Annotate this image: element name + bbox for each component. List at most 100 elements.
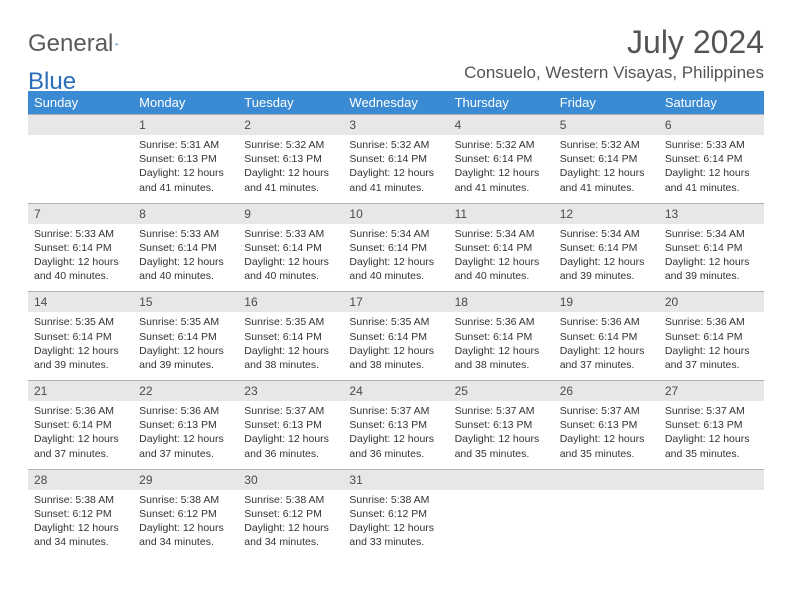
sunrise-text: Sunrise: 5:36 AM <box>139 404 232 418</box>
sunset-text: Sunset: 6:14 PM <box>560 330 653 344</box>
day-cell: Sunrise: 5:33 AMSunset: 6:14 PMDaylight:… <box>28 224 133 292</box>
calendar-table: Sunday Monday Tuesday Wednesday Thursday… <box>28 91 764 557</box>
daylight-text-2: and 41 minutes. <box>455 181 548 195</box>
daylight-text-2: and 39 minutes. <box>139 358 232 372</box>
day-cell: Sunrise: 5:33 AMSunset: 6:14 PMDaylight:… <box>238 224 343 292</box>
day-number: 20 <box>659 292 764 313</box>
sunset-text: Sunset: 6:14 PM <box>34 418 127 432</box>
day-cell: Sunrise: 5:38 AMSunset: 6:12 PMDaylight:… <box>343 490 448 558</box>
daylight-text-2: and 37 minutes. <box>139 447 232 461</box>
daylight-text: Daylight: 12 hours <box>139 255 232 269</box>
daynum-row: 28293031 <box>28 469 764 490</box>
day-number: 27 <box>659 381 764 402</box>
sunrise-text: Sunrise: 5:34 AM <box>455 227 548 241</box>
daylight-text-2: and 41 minutes. <box>349 181 442 195</box>
day-cell: Sunrise: 5:36 AMSunset: 6:14 PMDaylight:… <box>659 312 764 380</box>
daylight-text: Daylight: 12 hours <box>455 255 548 269</box>
sunset-text: Sunset: 6:13 PM <box>560 418 653 432</box>
day-cell: Sunrise: 5:38 AMSunset: 6:12 PMDaylight:… <box>238 490 343 558</box>
sunrise-text: Sunrise: 5:34 AM <box>665 227 758 241</box>
daylight-text: Daylight: 12 hours <box>349 432 442 446</box>
day-cell: Sunrise: 5:34 AMSunset: 6:14 PMDaylight:… <box>449 224 554 292</box>
daylight-text-2: and 41 minutes. <box>560 181 653 195</box>
day-number: 31 <box>343 469 448 490</box>
content-row: Sunrise: 5:38 AMSunset: 6:12 PMDaylight:… <box>28 490 764 558</box>
day-number: 9 <box>238 203 343 224</box>
daylight-text: Daylight: 12 hours <box>560 344 653 358</box>
day-number: 5 <box>554 115 659 136</box>
sunrise-text: Sunrise: 5:36 AM <box>665 315 758 329</box>
sunset-text: Sunset: 6:13 PM <box>244 152 337 166</box>
brand-sail-icon <box>115 35 119 53</box>
day-number: 11 <box>449 203 554 224</box>
day-cell: Sunrise: 5:35 AMSunset: 6:14 PMDaylight:… <box>133 312 238 380</box>
daylight-text: Daylight: 12 hours <box>244 255 337 269</box>
day-number: 12 <box>554 203 659 224</box>
day-number: 22 <box>133 381 238 402</box>
day-cell: Sunrise: 5:36 AMSunset: 6:14 PMDaylight:… <box>449 312 554 380</box>
daylight-text-2: and 41 minutes. <box>139 181 232 195</box>
sunrise-text: Sunrise: 5:35 AM <box>139 315 232 329</box>
day-cell: Sunrise: 5:32 AMSunset: 6:14 PMDaylight:… <box>554 135 659 203</box>
day-number: 2 <box>238 115 343 136</box>
day-number: 18 <box>449 292 554 313</box>
daylight-text-2: and 40 minutes. <box>34 269 127 283</box>
day-cell: Sunrise: 5:38 AMSunset: 6:12 PMDaylight:… <box>28 490 133 558</box>
daylight-text: Daylight: 12 hours <box>244 432 337 446</box>
daylight-text-2: and 40 minutes. <box>455 269 548 283</box>
sunset-text: Sunset: 6:14 PM <box>244 330 337 344</box>
day-cell: Sunrise: 5:36 AMSunset: 6:13 PMDaylight:… <box>133 401 238 469</box>
day-cell: Sunrise: 5:36 AMSunset: 6:14 PMDaylight:… <box>554 312 659 380</box>
dow-row: Sunday Monday Tuesday Wednesday Thursday… <box>28 91 764 115</box>
daylight-text: Daylight: 12 hours <box>34 521 127 535</box>
day-cell: Sunrise: 5:37 AMSunset: 6:13 PMDaylight:… <box>238 401 343 469</box>
sunrise-text: Sunrise: 5:36 AM <box>34 404 127 418</box>
sunrise-text: Sunrise: 5:32 AM <box>349 138 442 152</box>
sunset-text: Sunset: 6:14 PM <box>665 330 758 344</box>
daylight-text-2: and 34 minutes. <box>34 535 127 549</box>
day-number: 26 <box>554 381 659 402</box>
daylight-text: Daylight: 12 hours <box>665 166 758 180</box>
content-row: Sunrise: 5:33 AMSunset: 6:14 PMDaylight:… <box>28 224 764 292</box>
sunrise-text: Sunrise: 5:37 AM <box>244 404 337 418</box>
daylight-text-2: and 37 minutes. <box>34 447 127 461</box>
daylight-text: Daylight: 12 hours <box>455 344 548 358</box>
sunset-text: Sunset: 6:14 PM <box>455 241 548 255</box>
sunset-text: Sunset: 6:14 PM <box>349 330 442 344</box>
day-cell: Sunrise: 5:37 AMSunset: 6:13 PMDaylight:… <box>449 401 554 469</box>
sunset-text: Sunset: 6:12 PM <box>139 507 232 521</box>
sunset-text: Sunset: 6:14 PM <box>455 152 548 166</box>
sunrise-text: Sunrise: 5:33 AM <box>139 227 232 241</box>
daylight-text: Daylight: 12 hours <box>244 344 337 358</box>
sunset-text: Sunset: 6:12 PM <box>34 507 127 521</box>
daylight-text: Daylight: 12 hours <box>34 255 127 269</box>
day-number: 25 <box>449 381 554 402</box>
sunset-text: Sunset: 6:13 PM <box>139 152 232 166</box>
day-cell <box>28 135 133 203</box>
day-number: 1 <box>133 115 238 136</box>
dow-thursday: Thursday <box>449 91 554 115</box>
sunset-text: Sunset: 6:13 PM <box>139 418 232 432</box>
dow-wednesday: Wednesday <box>343 91 448 115</box>
sunrise-text: Sunrise: 5:35 AM <box>349 315 442 329</box>
day-number: 4 <box>449 115 554 136</box>
day-number: 7 <box>28 203 133 224</box>
day-cell: Sunrise: 5:37 AMSunset: 6:13 PMDaylight:… <box>554 401 659 469</box>
daylight-text: Daylight: 12 hours <box>349 344 442 358</box>
day-cell: Sunrise: 5:34 AMSunset: 6:14 PMDaylight:… <box>554 224 659 292</box>
brand-general: General <box>28 30 113 58</box>
sunrise-text: Sunrise: 5:33 AM <box>665 138 758 152</box>
sunset-text: Sunset: 6:14 PM <box>349 152 442 166</box>
day-cell <box>449 490 554 558</box>
day-number <box>554 469 659 490</box>
day-cell: Sunrise: 5:33 AMSunset: 6:14 PMDaylight:… <box>659 135 764 203</box>
content-row: Sunrise: 5:31 AMSunset: 6:13 PMDaylight:… <box>28 135 764 203</box>
day-number: 10 <box>343 203 448 224</box>
sunset-text: Sunset: 6:14 PM <box>244 241 337 255</box>
daylight-text-2: and 34 minutes. <box>244 535 337 549</box>
day-number: 23 <box>238 381 343 402</box>
day-cell: Sunrise: 5:34 AMSunset: 6:14 PMDaylight:… <box>343 224 448 292</box>
sunset-text: Sunset: 6:13 PM <box>349 418 442 432</box>
day-number: 16 <box>238 292 343 313</box>
sunset-text: Sunset: 6:13 PM <box>455 418 548 432</box>
